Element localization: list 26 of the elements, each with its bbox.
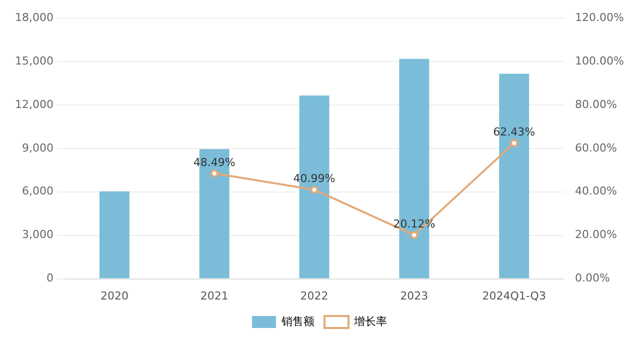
y2-tick-label: 100.00%	[575, 54, 624, 68]
point	[410, 231, 418, 240]
y2-tick-label: 0.00%	[575, 272, 610, 285]
x-tick-label: 2021	[200, 289, 228, 302]
y-tick-label: 18,000	[14, 10, 54, 24]
y-tick-label: 3,000	[22, 228, 54, 242]
x-tick-label: 2024Q1-Q3	[482, 289, 546, 302]
y-tick-label: 0	[46, 272, 54, 285]
y2-tick-label: 120.00%	[575, 10, 624, 24]
y2-tick-label: 20.00%	[575, 228, 618, 242]
legend-label: 销售额	[280, 314, 314, 328]
point	[310, 186, 318, 194]
point	[210, 169, 218, 178]
y2-tick-label: 40.00%	[575, 184, 618, 198]
point	[510, 139, 518, 148]
x-tick-label: 2023	[400, 289, 428, 302]
bar	[99, 191, 130, 278]
y-tick-label: 12,000	[14, 98, 54, 111]
y2-tick-label: 60.00%	[575, 141, 618, 154]
x-tick-label: 2020	[100, 289, 128, 302]
legend-label: 增长率	[353, 314, 387, 328]
y2-tick-label: 80.00%	[575, 98, 618, 111]
x-tick-label: 2022	[300, 289, 328, 302]
y-tick-label: 15,000	[14, 54, 54, 68]
y-tick-label: 6,000	[22, 184, 54, 198]
y-tick-label: 9,000	[22, 141, 54, 154]
